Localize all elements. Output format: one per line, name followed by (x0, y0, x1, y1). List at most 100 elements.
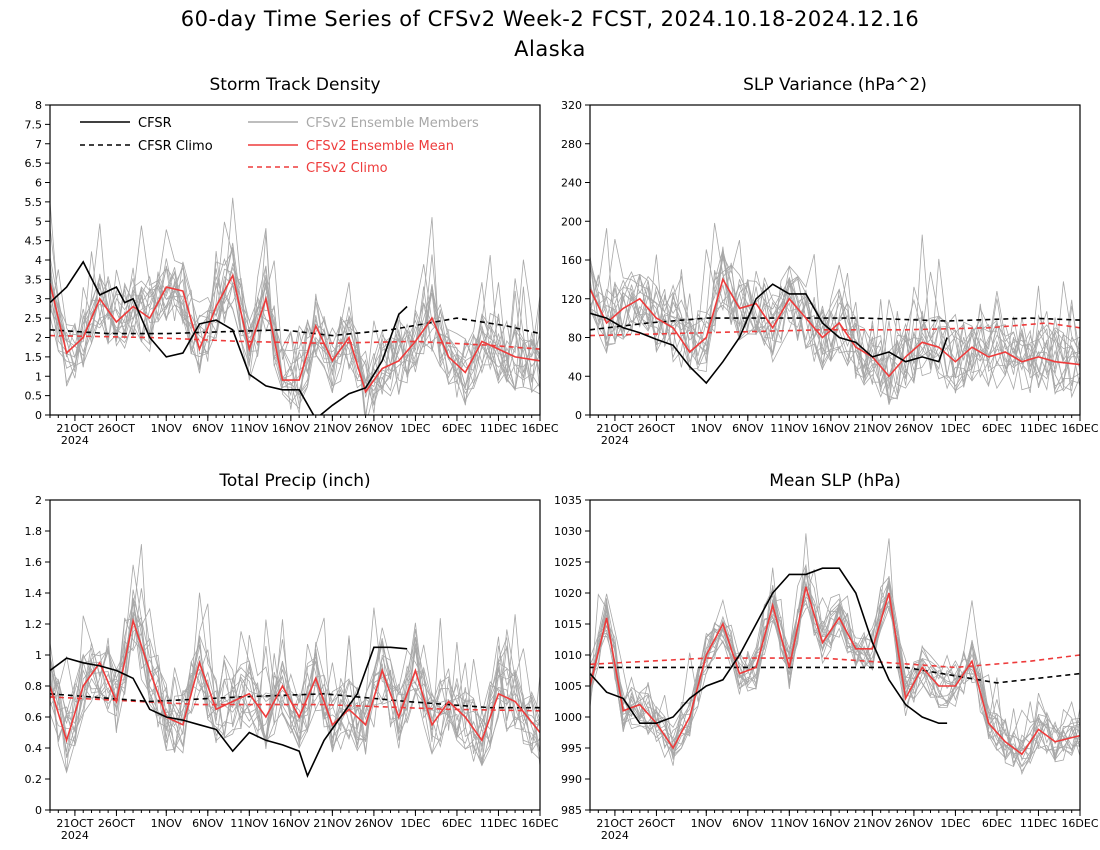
ensemble-member-line (590, 569, 1080, 766)
figure-title: 60-day Time Series of CFSv2 Week-2 FCST,… (0, 4, 1100, 64)
y-tick-label: 995 (561, 742, 582, 755)
ensemble-member-line (50, 255, 540, 390)
y-tick-label: 3 (35, 293, 42, 306)
y-tick-label: 0 (35, 409, 42, 422)
y-tick-label: 990 (561, 773, 582, 786)
x-tick-label: 16NOV (812, 817, 851, 830)
ensemble-member-line (590, 567, 1080, 776)
ensemble-mean-line (50, 617, 540, 744)
x-tick-label: 1NOV (691, 817, 723, 830)
x-year-label: 2024 (601, 434, 629, 447)
y-tick-label: 2 (35, 332, 42, 345)
x-tick-label: 26OCT (98, 817, 135, 830)
ensemble-member-line (590, 248, 1080, 405)
ensemble-member-line (50, 257, 540, 399)
legend: CFSR CFSR Climo CFSv2 Ensemble Members CFSv… (80, 116, 479, 176)
y-tick-label: 0.5 (25, 390, 43, 403)
x-tick-label: 11DEC (1020, 422, 1057, 435)
panel-title: Mean SLP (hPa) (769, 471, 901, 491)
legend-label: CFSv2 Ensemble Mean (306, 139, 454, 154)
x-tick-label: 6DEC (442, 422, 472, 435)
cfsr-line (50, 646, 408, 779)
title-line-2: Alaska (514, 37, 586, 61)
y-tick-label: 1.8 (25, 525, 43, 538)
ensemble-member-line (590, 538, 1080, 762)
y-tick-label: 160 (561, 254, 582, 267)
y-tick-label: 320 (561, 99, 582, 112)
cfsv2-climo-line (590, 654, 1080, 669)
y-tick-label: 0.4 (25, 742, 43, 755)
y-tick-label: 1.4 (25, 587, 43, 600)
y-tick-label: 1.5 (25, 351, 43, 364)
x-tick-label: 26OCT (98, 422, 135, 435)
x-tick-label: 6NOV (732, 422, 764, 435)
x-tick-label: 21OCT (56, 817, 93, 830)
x-tick-label: 6DEC (442, 817, 472, 830)
y-tick-label: 120 (561, 293, 582, 306)
y-tick-label: 7 (35, 138, 42, 151)
y-tick-label: 5.5 (25, 196, 43, 209)
y-tick-label: 240 (561, 177, 582, 190)
y-tick-label: 1010 (554, 649, 582, 662)
x-tick-label: 26NOV (355, 422, 394, 435)
ensemble-member-line (590, 270, 1080, 398)
ensemble-member-line (50, 197, 540, 410)
title-line-1: 60-day Time Series of CFSv2 Week-2 FCST,… (180, 7, 920, 31)
x-tick-label: 6NOV (732, 817, 764, 830)
ensemble-member-line (50, 228, 540, 414)
y-tick-label: 0 (35, 804, 42, 817)
x-tick-label: 1DEC (400, 817, 430, 830)
y-tick-label: 40 (568, 370, 582, 383)
ensemble-member-line (590, 240, 1080, 390)
x-tick-label: 6NOV (192, 817, 224, 830)
x-tick-label: 21OCT (596, 422, 633, 435)
x-tick-label: 6NOV (192, 422, 224, 435)
x-tick-label: 16NOV (272, 817, 311, 830)
ensemble-member-line (590, 234, 1080, 400)
cfsr-climo-line (590, 317, 1080, 331)
x-tick-label: 1NOV (691, 422, 723, 435)
panel-title: Storm Track Density (209, 75, 380, 95)
ensemble-member-line (590, 582, 1080, 760)
y-tick-label: 6.5 (25, 157, 43, 170)
ensemble-member-line (50, 544, 540, 752)
x-tick-label: 1DEC (940, 422, 970, 435)
x-tick-label: 16DEC (521, 422, 558, 435)
plot-frame (589, 104, 1081, 416)
x-tick-label: 26OCT (638, 817, 675, 830)
chart-panel-4: Mean SLP (hPa) 985 990 995 1000 1005 1010 1015 1… (554, 471, 1099, 842)
chart-panel-2: SLP Variance (hPa^2) 0 40 80 120 160 200 240 280… (561, 75, 1099, 447)
y-tick-label: 985 (561, 804, 582, 817)
chart-panel-1: Storm Track Density 0 0.5 1 1.5 2 2.5 3 3.5 4 4.5 5… (25, 75, 559, 447)
x-tick-label: 21OCT (56, 422, 93, 435)
y-tick-label: 4 (35, 254, 42, 267)
x-tick-label: 1NOV (151, 817, 183, 830)
y-tick-label: 1020 (554, 587, 582, 600)
plot-area (50, 197, 540, 415)
y-tick-label: 0.6 (25, 711, 43, 724)
plot-area (590, 533, 1080, 776)
y-tick-label: 0.2 (25, 773, 43, 786)
ensemble-member-line (590, 256, 1080, 405)
ensemble-member-line (590, 572, 1080, 768)
x-tick-label: 26NOV (895, 422, 934, 435)
x-tick-label: 11DEC (480, 817, 517, 830)
legend-label: CFSR (138, 116, 172, 131)
y-tick-label: 1.6 (25, 556, 43, 569)
y-tick-label: 0 (575, 409, 582, 422)
ensemble-member-line (50, 229, 540, 399)
plot-area (590, 222, 1080, 405)
x-tick-label: 1NOV (151, 422, 183, 435)
y-tick-label: 1025 (554, 556, 582, 569)
ensemble-member-line (50, 603, 540, 767)
ensemble-member-line (50, 242, 540, 391)
legend-label: CFSv2 Climo (306, 161, 388, 176)
x-tick-label: 21NOV (313, 422, 352, 435)
y-tick-label: 4.5 (25, 235, 43, 248)
cfsr-line (50, 260, 408, 415)
y-tick-label: 5 (35, 215, 42, 228)
x-tick-label: 11DEC (480, 422, 517, 435)
ensemble-member-line (590, 264, 1080, 388)
y-tick-label: 2 (35, 494, 42, 507)
x-tick-label: 6DEC (982, 422, 1012, 435)
